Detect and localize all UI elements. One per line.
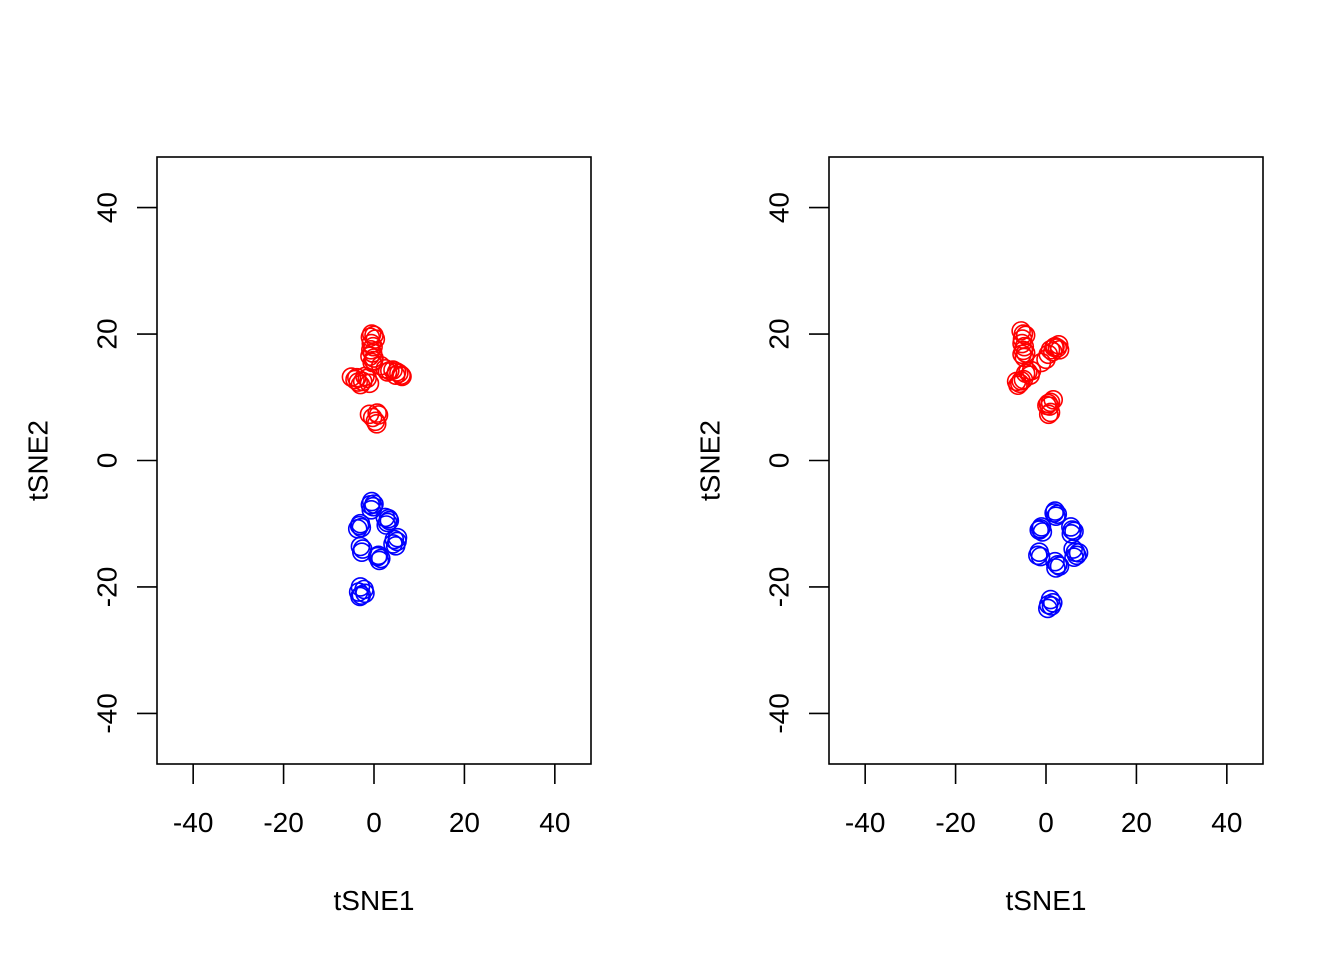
data-point	[367, 403, 387, 423]
data-point	[345, 369, 365, 390]
data-point	[1012, 344, 1032, 365]
data-point	[1030, 546, 1051, 567]
data-point	[377, 512, 398, 533]
x-tick-label: -40	[173, 807, 213, 838]
data-point	[1038, 404, 1059, 425]
data-point	[1038, 393, 1059, 414]
data-point	[387, 527, 408, 548]
x-axis-label: tSNE1	[1006, 885, 1087, 916]
data-point	[355, 583, 375, 604]
data-point	[361, 340, 381, 360]
y-axis-label: tSNE2	[22, 420, 53, 501]
data-point	[1064, 547, 1084, 568]
y-tick-label: 0	[763, 453, 794, 469]
y-tick-label: -40	[763, 693, 794, 733]
data-point	[1044, 337, 1064, 358]
data-point	[362, 407, 383, 428]
data-point	[1044, 503, 1064, 523]
data-point	[1066, 545, 1087, 566]
scatter-panel-left: -40 -20 0 20 40 -40 -20 0 20 40 tSNE1 tSNE2	[22, 156, 592, 916]
data-point	[392, 366, 412, 387]
data-point	[1045, 551, 1065, 572]
data-point	[369, 550, 390, 571]
data-point	[367, 546, 388, 567]
data-point	[1032, 522, 1053, 542]
data-point	[1041, 596, 1062, 616]
data-point	[1049, 556, 1070, 576]
x-tick-label: -20	[935, 807, 975, 838]
data-point	[1038, 594, 1059, 615]
x-tick-label: 20	[1121, 807, 1152, 838]
y-tick-label: 0	[91, 453, 122, 469]
y-axis-label: tSNE2	[694, 420, 725, 501]
data-point	[389, 363, 409, 384]
data-point	[1047, 555, 1068, 575]
data-point	[377, 362, 398, 382]
data-point	[1029, 520, 1050, 540]
x-tick-label: -40	[845, 807, 885, 838]
data-point	[349, 515, 370, 536]
data-point	[350, 586, 370, 607]
y-tick-label: -40	[91, 693, 122, 733]
x-tick-label: 40	[1211, 807, 1242, 838]
data-point	[365, 411, 386, 432]
data-point	[1009, 373, 1030, 394]
plot-frame	[156, 156, 592, 765]
x-tick-label: 20	[449, 807, 480, 838]
x-tick-label: 0	[366, 807, 382, 838]
x-tick-label: 0	[1038, 807, 1054, 838]
data-point	[1008, 375, 1028, 396]
data-point	[1011, 321, 1031, 341]
y-tick-label: -20	[91, 567, 122, 607]
data-point	[1037, 395, 1057, 416]
data-point	[364, 494, 384, 514]
x-axis-label: tSNE1	[334, 885, 415, 916]
data-point	[1061, 524, 1082, 544]
y-tick-label: 20	[91, 318, 122, 349]
data-point	[385, 536, 406, 556]
data-point	[347, 367, 367, 388]
data-point	[366, 414, 387, 434]
data-point	[1011, 371, 1031, 391]
data-point	[359, 373, 380, 394]
y-tick-label: -20	[763, 567, 794, 607]
x-tick-label: -20	[263, 807, 303, 838]
scatter-panel-right: -40 -20 0 20 40 -40 -20 0 20 40 tSNE1 tSNE2	[694, 156, 1264, 916]
y-tick-label: 40	[763, 192, 794, 223]
plot-frame	[828, 156, 1264, 765]
x-tick-label: 40	[539, 807, 570, 838]
data-point	[351, 585, 372, 605]
data-point	[1046, 558, 1066, 578]
data-point	[370, 548, 391, 569]
data-point	[391, 365, 411, 385]
data-point	[351, 517, 372, 538]
y-tick-label: 40	[91, 192, 122, 223]
data-point	[385, 365, 406, 385]
data-point	[383, 534, 403, 554]
data-point	[1068, 543, 1089, 563]
y-tick-label: 20	[763, 318, 794, 349]
data-point	[1013, 369, 1034, 390]
data-point	[1030, 518, 1051, 539]
data-point	[1046, 506, 1066, 526]
data-point	[363, 336, 383, 357]
data-point	[376, 515, 397, 535]
data-point	[1012, 333, 1032, 354]
data-point	[1028, 545, 1048, 566]
data-point	[379, 510, 400, 531]
